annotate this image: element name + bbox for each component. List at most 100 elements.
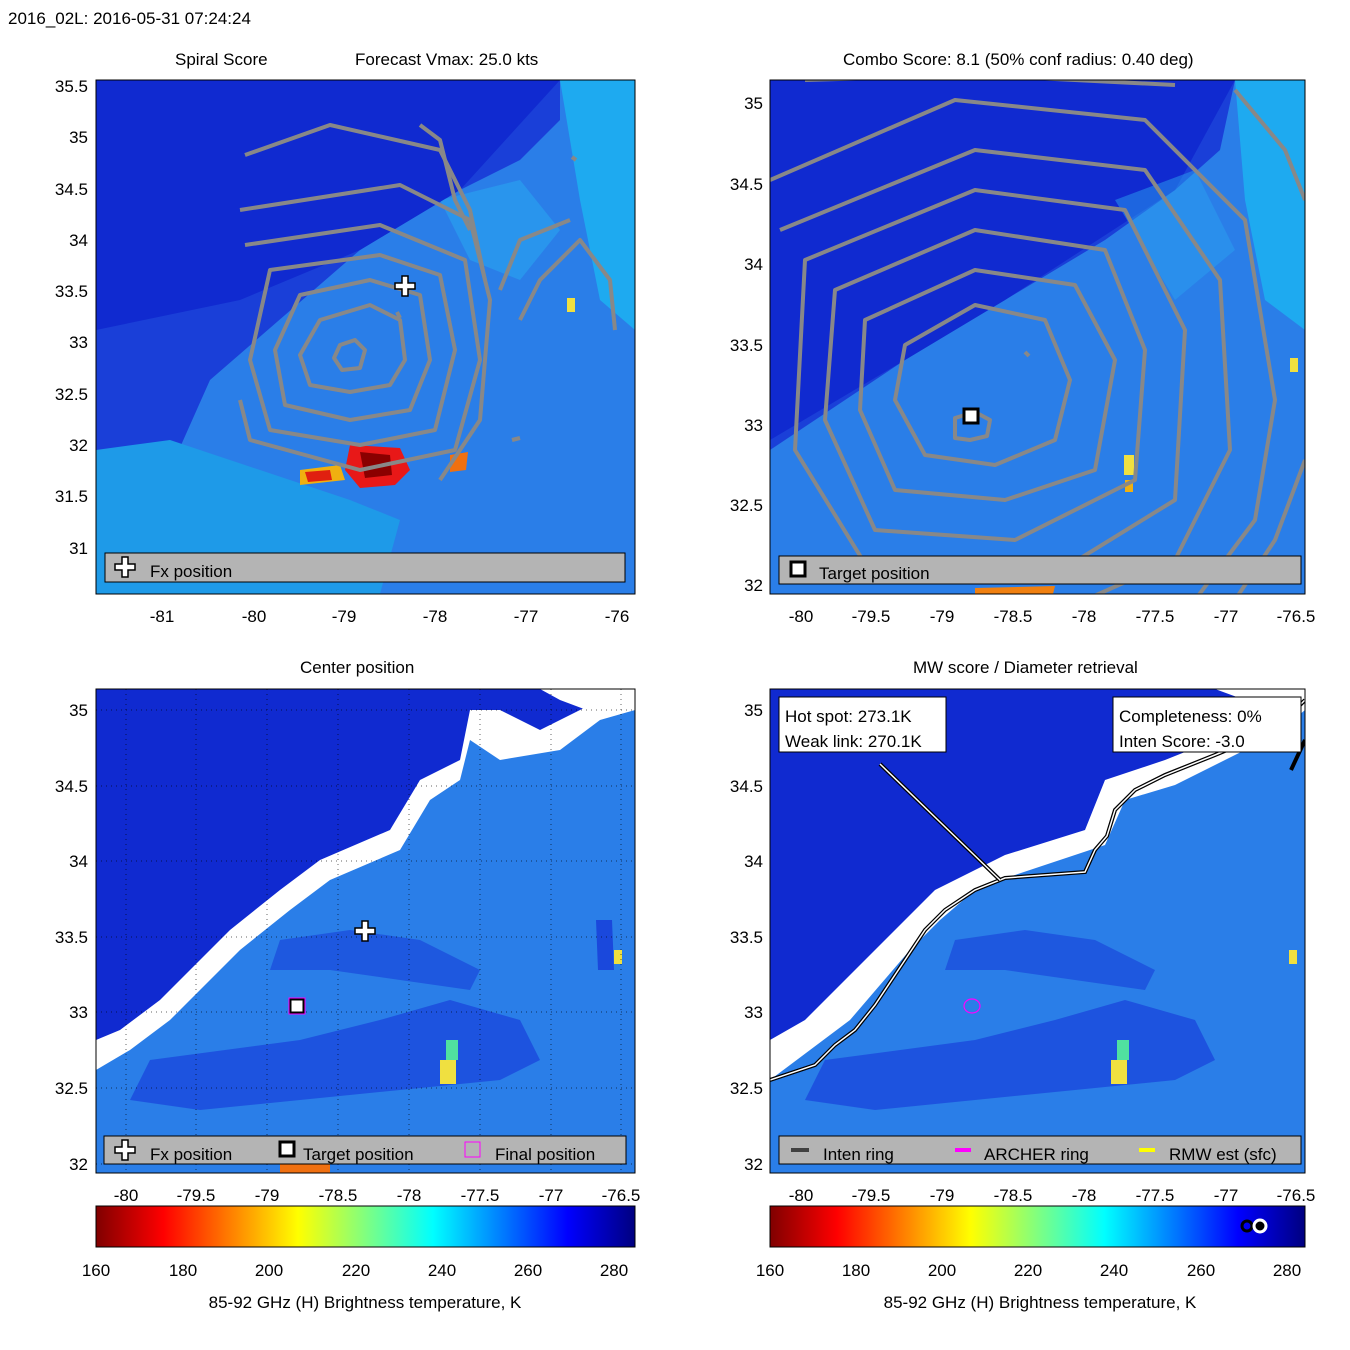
p3-xtick: -79.5 (177, 1186, 216, 1205)
cb1-tick: 220 (342, 1261, 370, 1280)
p4-ytick: 34.5 (730, 777, 763, 796)
p1-xtick: -76 (605, 607, 630, 626)
cb1-tick: 240 (428, 1261, 456, 1280)
p1-ytick: 35.5 (55, 77, 88, 96)
cb2-tick: 220 (1014, 1261, 1042, 1280)
cb2-tick: 160 (756, 1261, 784, 1280)
p3-title: Center position (300, 658, 415, 677)
p4-weak-link: Weak link: 270.1K (785, 732, 922, 751)
p2-xtick: -76.5 (1277, 607, 1316, 626)
p2-xtick: -79.5 (852, 607, 891, 626)
figure-header: 2016_02L: 2016-05-31 07:24:24 (8, 9, 251, 28)
cb1-tick: 160 (82, 1261, 110, 1280)
p2-xtick: -77.5 (1136, 607, 1175, 626)
p1-xtick: -77 (514, 607, 539, 626)
p3-ytick: 32 (69, 1155, 88, 1174)
cb2-tick: 200 (928, 1261, 956, 1280)
p1-y-ticks: 35.5 35 34.5 34 33.5 33 32.5 32 31.5 31 (55, 77, 88, 558)
p1-legend-fx-icon (114, 556, 136, 578)
p1-title-left: Spiral Score (175, 50, 268, 69)
p3-xtick: -76.5 (602, 1186, 641, 1205)
p1-xtick: -78 (423, 607, 448, 626)
p4-xtick: -80 (789, 1186, 814, 1205)
p1-ytick: 33 (69, 333, 88, 352)
p2-xtick: -79 (930, 607, 955, 626)
cb2-tick: 180 (842, 1261, 870, 1280)
cb2-tick: 240 (1100, 1261, 1128, 1280)
p1-ytick: 34 (69, 231, 88, 250)
p4-ytick: 34 (744, 852, 763, 871)
p3-ytick: 34.5 (55, 777, 88, 796)
p4-legend-rmw: RMW est (sfc) (1169, 1145, 1277, 1164)
cb2-tick: 280 (1273, 1261, 1301, 1280)
p2-ytick: 33.5 (730, 336, 763, 355)
cb1-tick: 180 (169, 1261, 197, 1280)
p2-title: Combo Score: 8.1 (50% conf radius: 0.40 … (843, 50, 1194, 69)
p3-xtick: -79 (255, 1186, 280, 1205)
p2-ytick: 34.5 (730, 175, 763, 194)
p3-colorbar (95, 1205, 636, 1248)
p3-xtick: -80 (114, 1186, 139, 1205)
p2-xtick: -78.5 (994, 607, 1033, 626)
p2-ytick: 33 (744, 416, 763, 435)
p3-target-marker (288, 997, 306, 1015)
p3-legend-target-icon (278, 1140, 296, 1158)
p1-title-right: Forecast Vmax: 25.0 kts (355, 50, 539, 69)
p4-title: MW score / Diameter retrieval (913, 658, 1138, 677)
p1-xtick: -79 (332, 607, 357, 626)
p1-ytick: 32.5 (55, 385, 88, 404)
p4-xtick: -78.5 (994, 1186, 1033, 1205)
p2-legend-target-icon (789, 560, 807, 578)
p4-xtick: -76.5 (1277, 1186, 1316, 1205)
p4-ytick: 32.5 (730, 1079, 763, 1098)
p3-ytick: 34 (69, 852, 88, 871)
p2-ytick: 34 (744, 255, 763, 274)
cb2-tick: 260 (1187, 1261, 1215, 1280)
p3-legend-final-icon (464, 1141, 481, 1158)
p2-ytick: 32.5 (730, 496, 763, 515)
p2-target-marker (962, 407, 980, 425)
cb1-tick: 200 (255, 1261, 283, 1280)
p3-ytick: 35 (69, 701, 88, 720)
p2-xtick: -78 (1072, 607, 1097, 626)
p2-xtick: -77 (1214, 607, 1239, 626)
p4-ytick: 32 (744, 1155, 763, 1174)
p4-completeness-box (1112, 696, 1302, 753)
p1-x-ticks: -81 -80 -79 -78 -77 -76 (150, 607, 630, 626)
p3-legend-fx-icon (114, 1139, 136, 1161)
p3-plot: Fx position Target position Final positi… (55, 688, 641, 1312)
p4-xtick: -77.5 (1136, 1186, 1175, 1205)
p4-archer-ring (963, 998, 981, 1014)
p1-ytick: 35 (69, 128, 88, 147)
p3-legend-final: Final position (495, 1145, 595, 1164)
p4-legend-inten: Inten ring (823, 1145, 894, 1164)
p1-legend-fx: Fx position (150, 562, 232, 581)
p3-xtick: -77 (539, 1186, 564, 1205)
p2-ytick: 32 (744, 576, 763, 595)
p4-completeness: Completeness: 0% (1119, 707, 1262, 726)
p3-ytick: 33.5 (55, 928, 88, 947)
p1-ytick: 31.5 (55, 487, 88, 506)
p3-ytick: 32.5 (55, 1079, 88, 1098)
p3-xtick: -78 (397, 1186, 422, 1205)
p4-legend-archer: ARCHER ring (984, 1145, 1089, 1164)
p3-ytick: 33 (69, 1003, 88, 1022)
p4-colorbar-weak-link-marker (1240, 1219, 1254, 1233)
p4-ytick: 35 (744, 701, 763, 720)
p1-ytick: 33.5 (55, 282, 88, 301)
p1-ytick: 32 (69, 436, 88, 455)
cb1-tick: 280 (600, 1261, 628, 1280)
p4-ytick: 33 (744, 1003, 763, 1022)
cb1-tick: 260 (514, 1261, 542, 1280)
p2-plot: Target position 35 34.5 34 33.5 33 32.5 … (730, 79, 1316, 626)
p4-plot: Hot spot: 273.1K Weak link: 270.1K Compl… (730, 688, 1316, 1312)
p3-xtick: -77.5 (461, 1186, 500, 1205)
p2-xtick: -80 (789, 607, 814, 626)
p4-inten-score: Inten Score: -3.0 (1119, 732, 1245, 751)
p3-legend-fx: Fx position (150, 1145, 232, 1164)
p4-xtick: -77 (1214, 1186, 1239, 1205)
p4-colorbar (769, 1205, 1306, 1248)
p4-hotspot-box (778, 696, 947, 753)
p4-hot-spot: Hot spot: 273.1K (785, 707, 912, 726)
p1-plot: Fx position 35.5 35 34.5 34 33.5 33 32.5… (55, 77, 636, 626)
